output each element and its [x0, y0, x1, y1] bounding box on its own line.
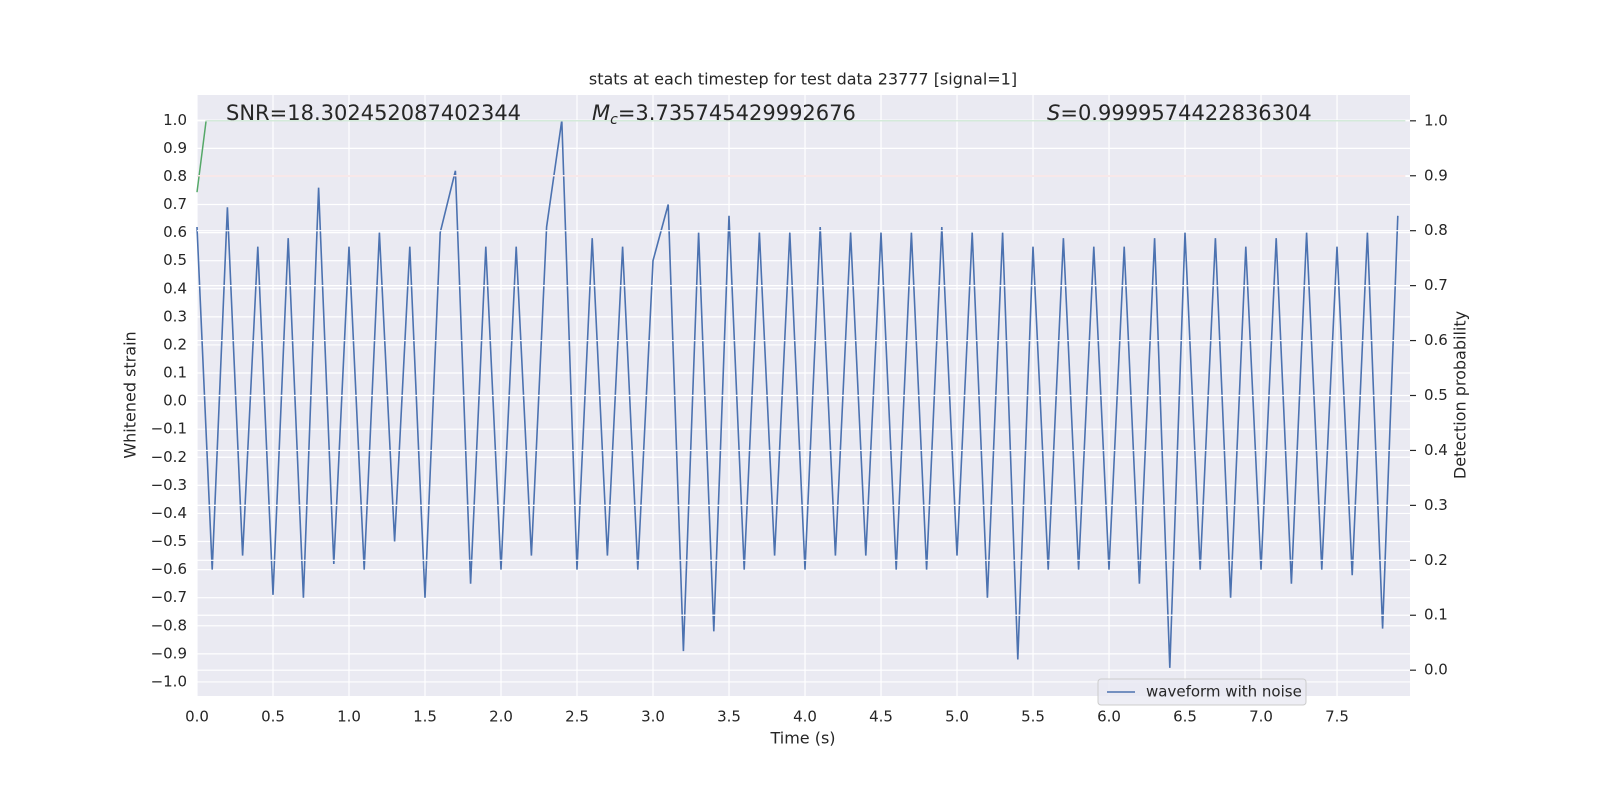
y2-tick-label: 1.0 [1424, 111, 1448, 129]
annotation-text: =3.735745429992676 [618, 101, 856, 125]
y-tick-label: 0.8 [163, 167, 187, 185]
legend: waveform with noise [1097, 678, 1307, 706]
y2-tick-label: 0.6 [1424, 331, 1448, 349]
annotation-symbol: S [1047, 101, 1060, 125]
y-tick-label: −1.0 [151, 672, 187, 690]
annotation-text: =0.9999574422836304 [1060, 101, 1311, 125]
y2-axis-label: Detection probability [1451, 311, 1470, 479]
y-tick-label: 0.6 [163, 223, 187, 241]
annotation-symbol: M [592, 101, 610, 125]
x-tick-label: 6.5 [1173, 708, 1197, 726]
y-tick-label: −0.3 [151, 476, 187, 494]
y-tick-label: −0.5 [151, 532, 187, 550]
y-tick-label: 0.0 [163, 392, 187, 410]
x-tick-label: 1.5 [413, 708, 437, 726]
annotation-subscript: c [610, 112, 618, 128]
x-tick-label: 0.5 [261, 708, 285, 726]
x-tick-label: 2.0 [489, 708, 513, 726]
series-line [196, 120, 1399, 668]
x-axis-label: Time (s) [769, 729, 835, 748]
labels: 0.0 0.5 1.0 1.5 2.0 2.5 3.0 3.5 4.0 4.5 5.0 5.5 6.0 6… [151, 111, 1448, 726]
y2-tick-label: 0.2 [1424, 551, 1448, 569]
y2-tick-label: 0.3 [1424, 496, 1448, 514]
annotation: SNR=18.302452087402344 [226, 101, 521, 125]
x-tick-label: 5.5 [1021, 708, 1045, 726]
x-tick-label: 7.5 [1325, 708, 1349, 726]
y-axis-label: Whitened strain [121, 331, 140, 458]
legend-label: waveform with noise [1146, 683, 1302, 701]
y2-tick-label: 0.5 [1424, 386, 1448, 404]
y-tick-label: 1.0 [163, 111, 187, 129]
y2-tick-label: 0.1 [1424, 606, 1448, 624]
y-tick-label: 0.3 [163, 307, 187, 325]
x-tick-label: 3.0 [641, 708, 665, 726]
x-tick-label: 5.0 [945, 708, 969, 726]
y-tick-label: 0.4 [163, 279, 187, 297]
x-tick-label: 3.5 [717, 708, 741, 726]
x-tick-label: 1.0 [337, 708, 361, 726]
x-tick-label: 2.5 [565, 708, 589, 726]
y-tick-label: −0.9 [151, 644, 187, 662]
y-tick-label: −0.4 [151, 504, 187, 522]
y-tick-label: 0.9 [163, 139, 187, 157]
x-tick-label: 4.5 [869, 708, 893, 726]
annotation: S=0.9999574422836304 [1047, 101, 1312, 125]
y-tick-label: 0.1 [163, 364, 187, 382]
y-tick-label: −0.1 [151, 420, 187, 438]
y2-tick-label: 0.8 [1424, 221, 1448, 239]
legend-box [1097, 678, 1307, 706]
y-tick-label: 0.2 [163, 335, 187, 353]
y2-tick-label: 0.7 [1424, 276, 1448, 294]
y-tick-label: −0.2 [151, 448, 187, 466]
x-tick-label: 4.0 [793, 708, 817, 726]
x-tick-label: 6.0 [1097, 708, 1121, 726]
y2-tick-label: 0.0 [1424, 661, 1448, 679]
chart-title: stats at each timestep for test data 237… [589, 70, 1017, 89]
y-tick-label: −0.8 [151, 616, 187, 634]
x-tick-label: 0.0 [185, 708, 209, 726]
marks [196, 120, 1410, 671]
y-tick-label: −0.7 [151, 588, 187, 606]
y-tick-label: 0.7 [163, 195, 187, 213]
annotation: Mc=3.735745429992676 [592, 101, 856, 128]
y2-tick-label: 0.4 [1424, 441, 1448, 459]
x-tick-label: 7.0 [1249, 708, 1273, 726]
y2-tick-label: 0.9 [1424, 166, 1448, 184]
y-tick-label: −0.6 [151, 560, 187, 578]
y-tick-label: 0.5 [163, 251, 187, 269]
